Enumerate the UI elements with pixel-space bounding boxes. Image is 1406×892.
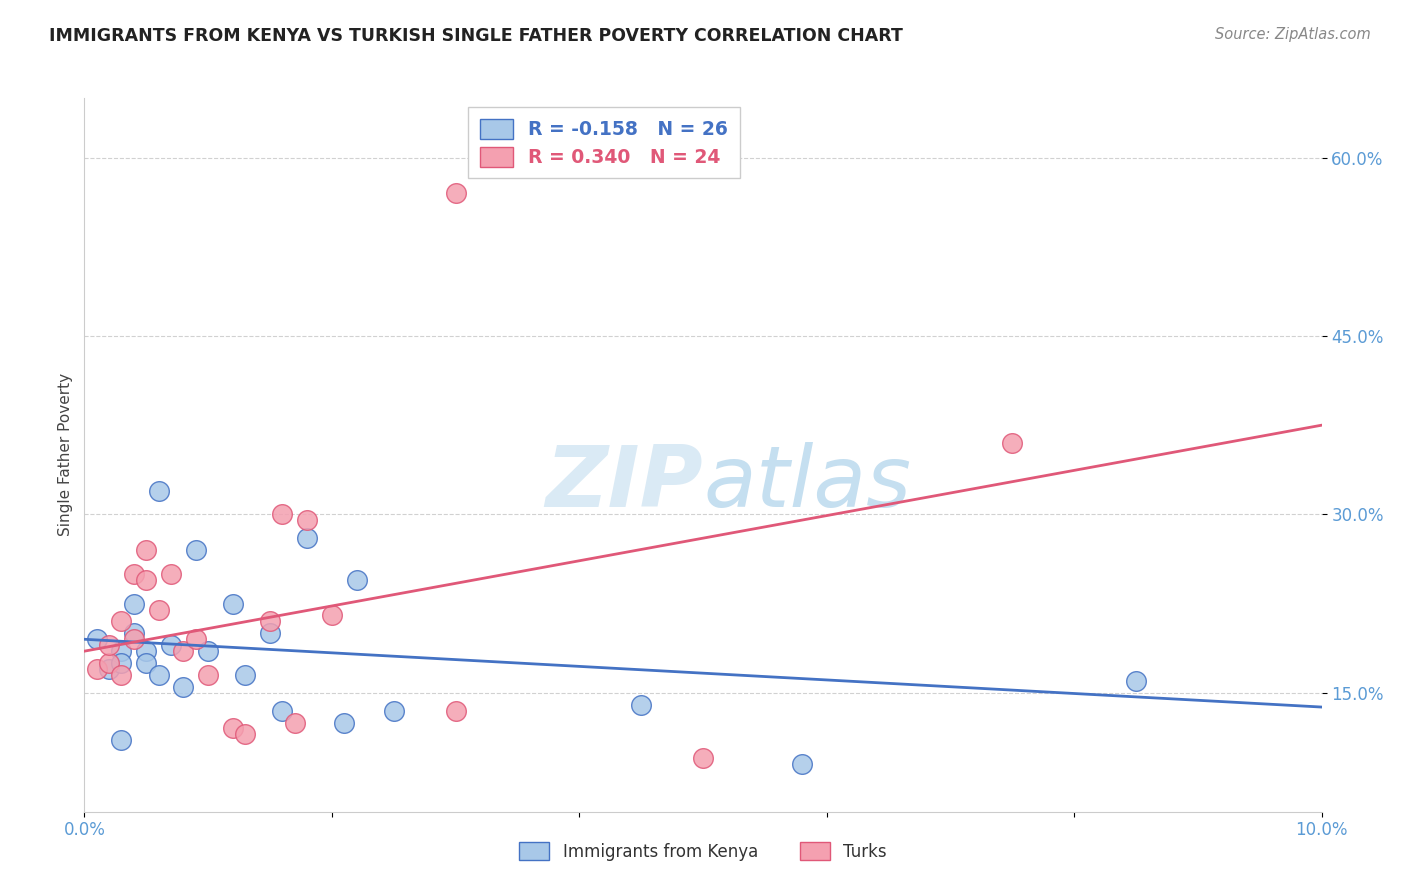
Point [122, 566, 145, 581]
Point [110, 615, 132, 629]
Point [222, 597, 245, 611]
Point [444, 186, 467, 201]
Point [122, 626, 145, 640]
Point [271, 704, 294, 718]
Point [346, 573, 368, 587]
Point [321, 608, 343, 623]
Text: atlas: atlas [703, 442, 911, 525]
Point [295, 513, 318, 527]
Point [110, 656, 132, 670]
Point [197, 668, 219, 682]
Point [197, 644, 219, 658]
Point [110, 644, 132, 658]
Point [333, 715, 356, 730]
Point [184, 543, 207, 558]
Point [790, 757, 813, 772]
Point [148, 483, 170, 498]
Point [98, 638, 121, 652]
Point [692, 751, 714, 765]
Point [110, 668, 132, 682]
Point [148, 602, 170, 616]
Point [86, 632, 108, 647]
Point [160, 566, 183, 581]
Point [135, 573, 157, 587]
Point [222, 722, 245, 736]
Point [284, 715, 307, 730]
Point [160, 638, 183, 652]
Point [259, 626, 281, 640]
Point [630, 698, 652, 712]
Text: IMMIGRANTS FROM KENYA VS TURKISH SINGLE FATHER POVERTY CORRELATION CHART: IMMIGRANTS FROM KENYA VS TURKISH SINGLE … [49, 27, 903, 45]
Point [122, 632, 145, 647]
Point [259, 615, 281, 629]
Point [1001, 436, 1024, 450]
Text: Source: ZipAtlas.com: Source: ZipAtlas.com [1215, 27, 1371, 42]
Point [295, 531, 318, 545]
Point [271, 508, 294, 522]
Point [135, 543, 157, 558]
Point [1125, 673, 1147, 688]
Point [172, 680, 194, 694]
Point [444, 704, 467, 718]
Point [98, 656, 121, 670]
Legend: Immigrants from Kenya, Turks: Immigrants from Kenya, Turks [513, 836, 893, 868]
Point [148, 668, 170, 682]
Point [233, 668, 256, 682]
Y-axis label: Single Father Poverty: Single Father Poverty [58, 374, 73, 536]
Point [233, 727, 256, 741]
Text: ZIP: ZIP [546, 442, 703, 525]
Point [135, 656, 157, 670]
Point [98, 662, 121, 676]
Point [135, 644, 157, 658]
Point [172, 644, 194, 658]
Point [110, 733, 132, 747]
Point [184, 632, 207, 647]
Point [382, 704, 405, 718]
Point [86, 662, 108, 676]
Point [122, 597, 145, 611]
